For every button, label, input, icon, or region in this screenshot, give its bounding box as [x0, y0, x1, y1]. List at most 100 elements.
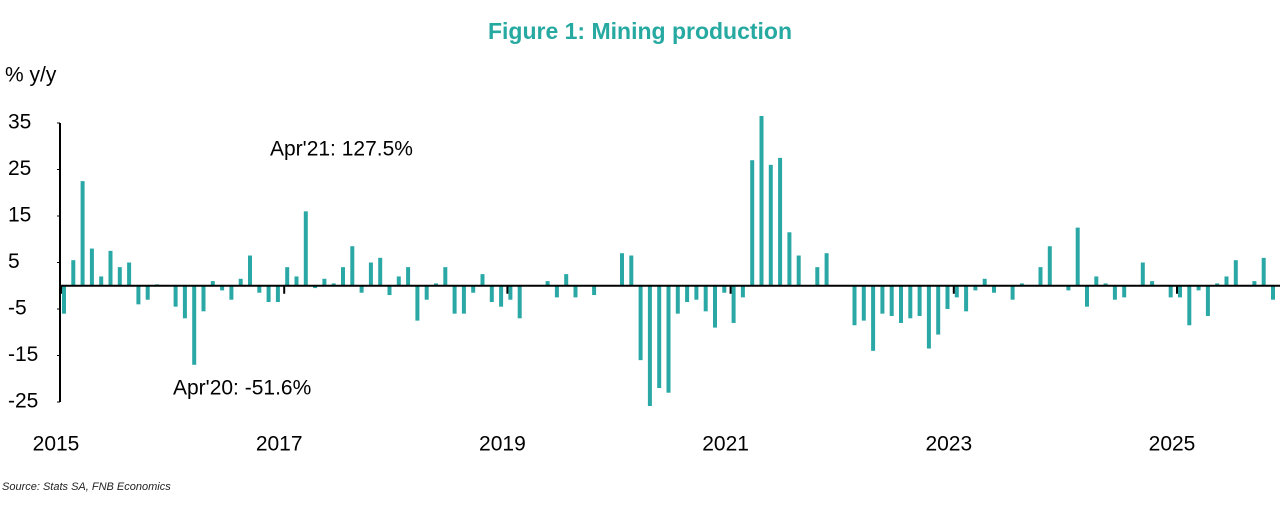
x-tick-label: 2015 — [33, 433, 80, 456]
bar — [127, 262, 132, 286]
bar — [499, 285, 504, 307]
bar — [1075, 227, 1080, 286]
bar — [592, 285, 597, 296]
bar — [359, 285, 364, 293]
bar — [908, 285, 913, 319]
bar — [62, 285, 66, 314]
bar — [573, 285, 578, 298]
bar — [99, 276, 104, 286]
bar — [145, 285, 150, 300]
bar — [620, 253, 624, 286]
bar — [508, 285, 513, 300]
bar — [108, 250, 113, 286]
bar — [341, 267, 345, 286]
y-tick-label: 35 — [8, 111, 31, 134]
bar — [750, 160, 755, 286]
y-tick-label: -15 — [8, 343, 38, 366]
bar — [1233, 260, 1238, 286]
bar — [1094, 276, 1099, 286]
bar — [1215, 283, 1220, 286]
bar — [313, 285, 318, 289]
bar — [1019, 283, 1024, 286]
bar — [554, 285, 559, 298]
bar — [675, 285, 680, 314]
bar — [982, 278, 987, 286]
bar — [471, 285, 476, 293]
bar — [936, 285, 941, 335]
bar — [406, 267, 411, 286]
y-tick-label: 5 — [8, 250, 20, 273]
source-note: Source: Stats SA, FNB Economics — [2, 481, 171, 493]
bar — [973, 285, 978, 291]
bar — [964, 285, 969, 312]
bar — [992, 285, 996, 293]
bar — [452, 285, 457, 314]
bar — [647, 285, 652, 406]
bar — [917, 285, 922, 316]
bar — [889, 285, 894, 316]
bar — [350, 246, 355, 286]
bar — [945, 285, 950, 309]
bar — [136, 285, 141, 305]
bar — [703, 285, 708, 312]
bar — [1066, 285, 1071, 291]
bar — [443, 267, 448, 286]
y-tick-label: -25 — [8, 390, 38, 413]
bar — [722, 285, 727, 293]
bar — [1252, 281, 1257, 286]
bar — [1150, 281, 1155, 286]
bar — [257, 285, 262, 293]
bar — [629, 255, 634, 286]
y-tick-label: 25 — [8, 157, 31, 180]
bar — [322, 278, 327, 286]
x-tick-label: 2017 — [256, 433, 303, 456]
bar — [1038, 267, 1043, 286]
bar — [1178, 285, 1182, 298]
bar — [229, 285, 234, 300]
bar — [182, 285, 187, 319]
plot-area — [62, 116, 1275, 406]
bar — [1010, 285, 1015, 300]
bar — [303, 211, 308, 286]
bar — [461, 285, 466, 314]
bar — [1196, 285, 1201, 291]
bar — [731, 285, 736, 323]
bar — [787, 232, 792, 286]
bar — [1205, 285, 1210, 316]
bar — [424, 285, 429, 300]
bar — [871, 285, 876, 351]
bar — [489, 285, 494, 303]
bar — [192, 285, 197, 365]
bar — [1224, 276, 1229, 286]
annotation: Apr'21: 127.5% — [270, 138, 413, 161]
bar — [666, 285, 671, 393]
bar — [1047, 246, 1052, 286]
bar — [80, 181, 85, 286]
bar — [713, 285, 717, 328]
bar — [480, 274, 485, 286]
bar — [294, 276, 299, 286]
bar — [694, 285, 699, 300]
bar — [117, 267, 122, 286]
bar — [926, 285, 931, 349]
bar — [1261, 257, 1266, 286]
x-tick-label: 2025 — [1149, 433, 1196, 456]
y-axis-label: % y/y — [5, 64, 57, 87]
bar — [1187, 285, 1192, 326]
x-tick-label: 2021 — [702, 433, 749, 456]
bar — [71, 260, 76, 286]
bar — [1085, 285, 1089, 307]
bar — [238, 278, 243, 286]
y-tick-label: 15 — [8, 204, 31, 227]
bar — [545, 281, 550, 286]
bar — [954, 285, 959, 298]
bar — [685, 285, 690, 303]
bar — [861, 285, 866, 321]
bar — [173, 285, 178, 307]
bar — [368, 262, 373, 286]
bar — [331, 283, 336, 286]
bar — [1122, 285, 1127, 298]
bar — [275, 285, 280, 303]
bar — [1271, 285, 1275, 300]
